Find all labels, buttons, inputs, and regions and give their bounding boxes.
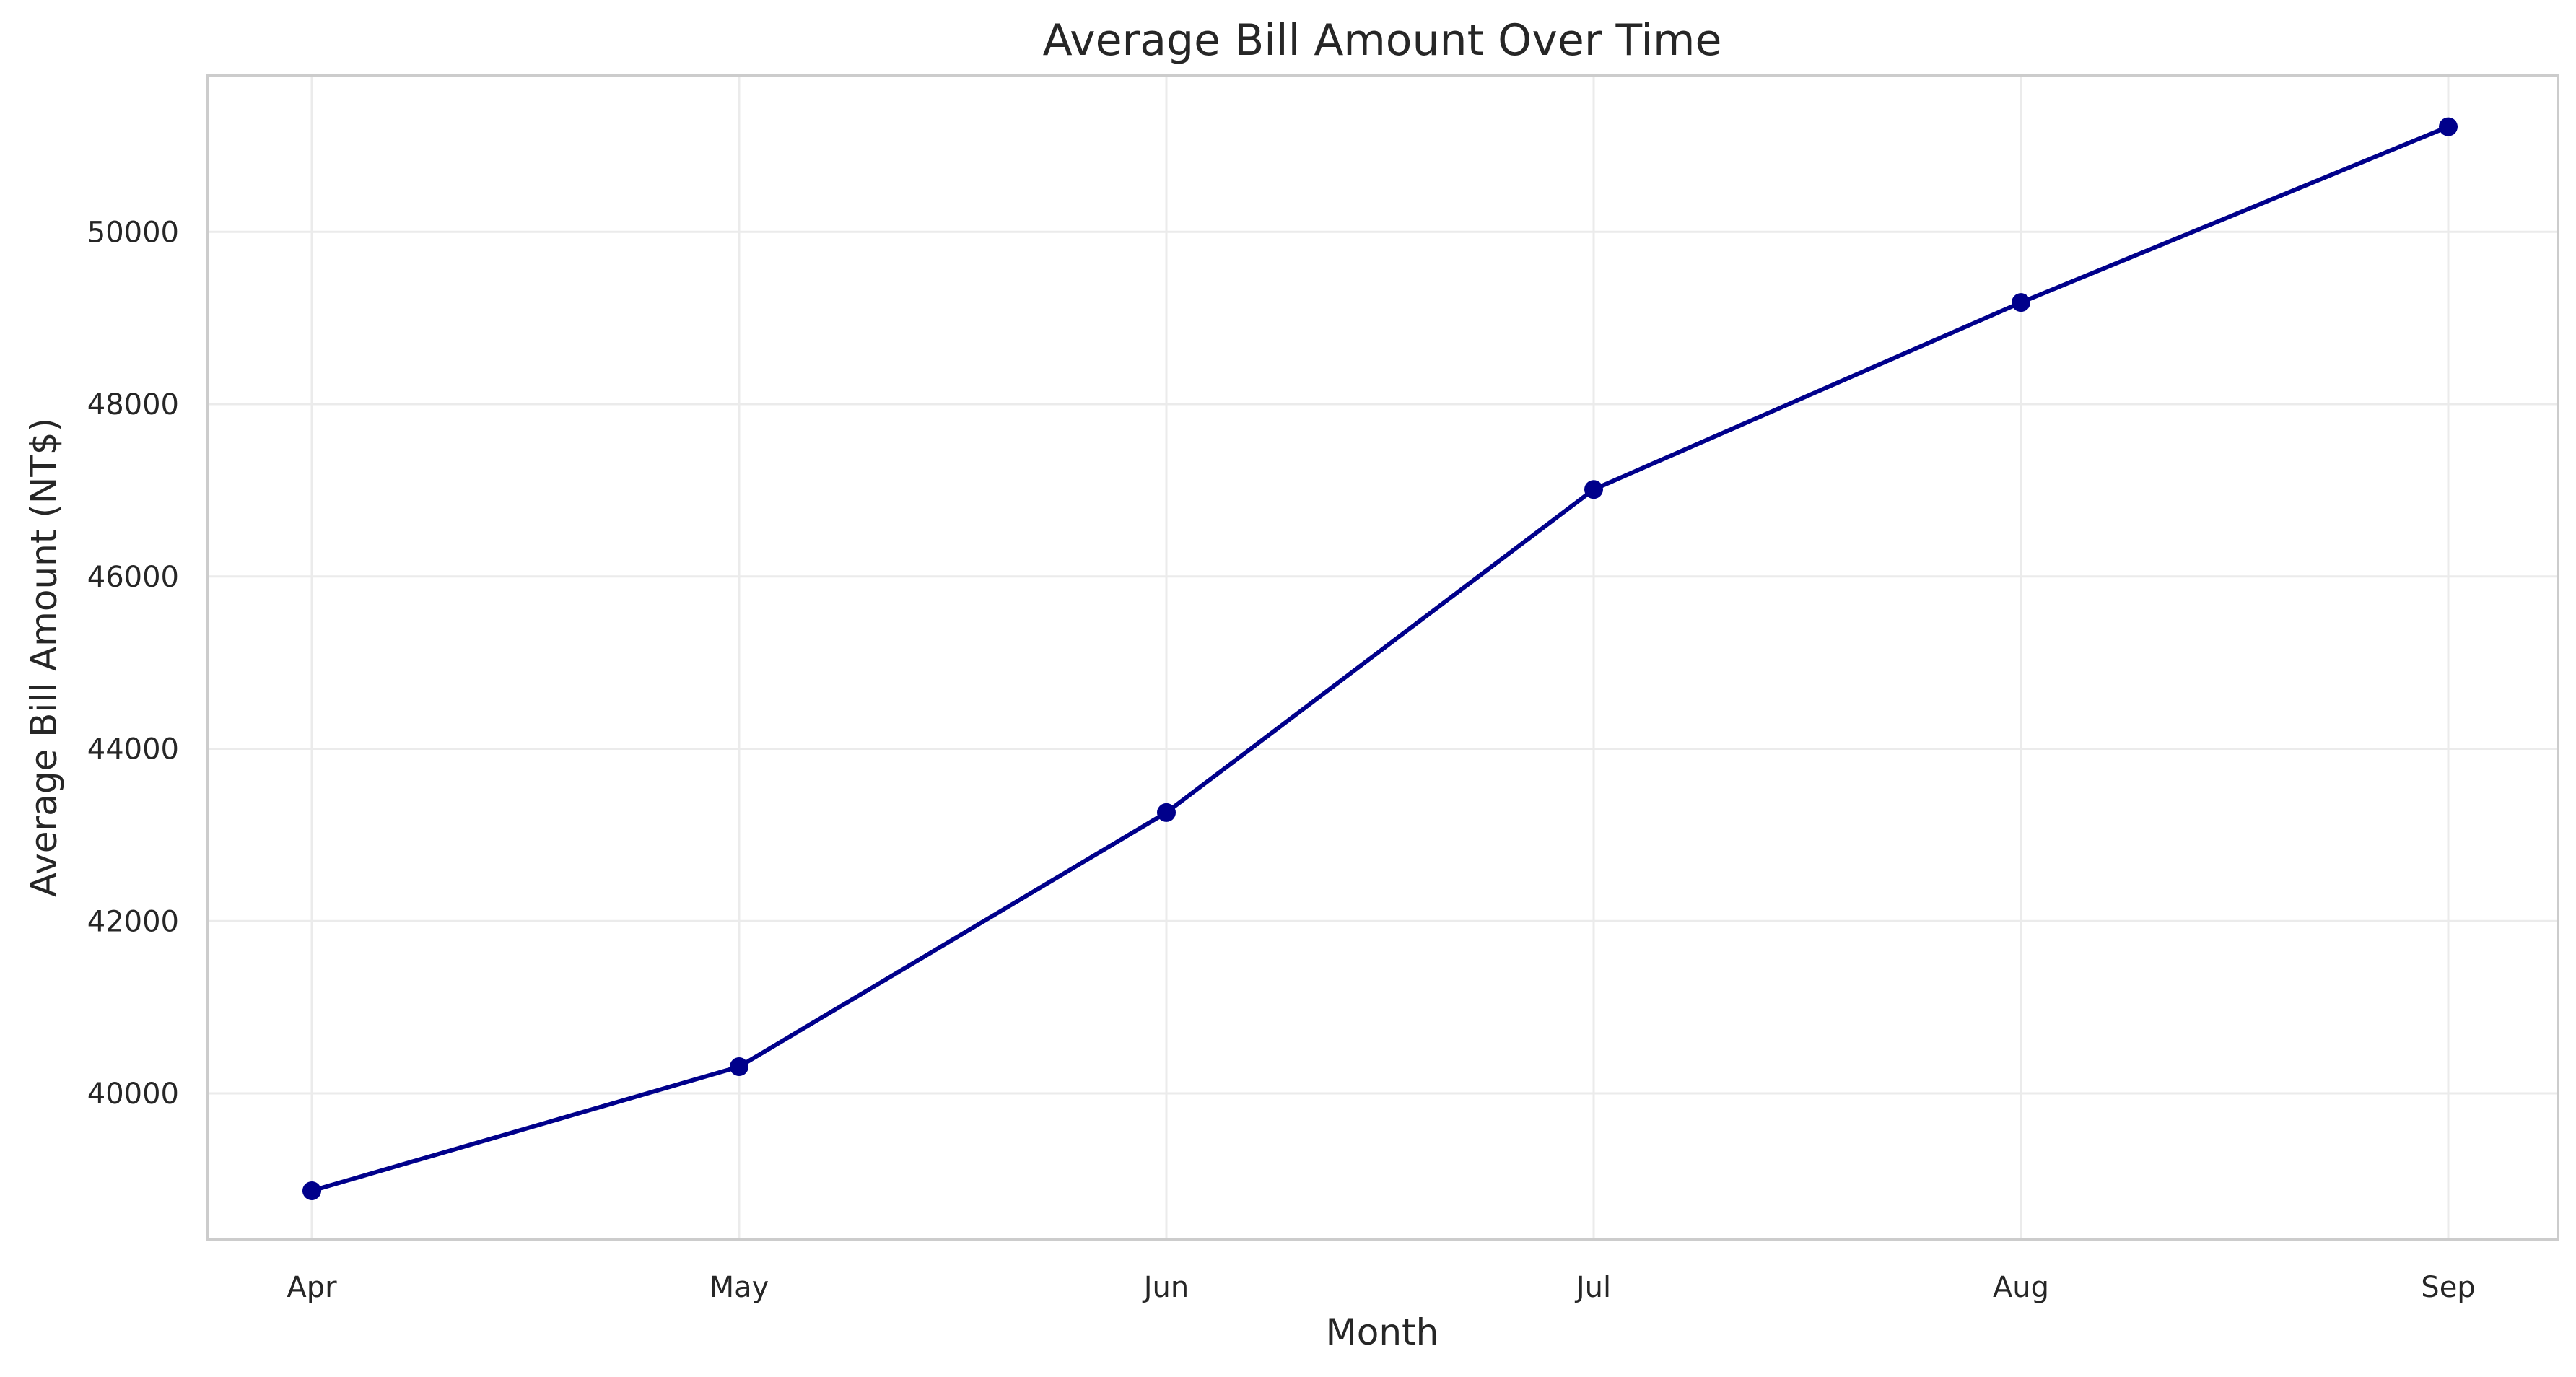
series-line <box>310 124 2450 1193</box>
x-tick-label: Sep <box>2421 1271 2475 1304</box>
x-tick-label: Aug <box>1993 1271 2049 1304</box>
y-tick-label: 46000 <box>87 561 179 594</box>
data-point-jul <box>1584 480 1603 499</box>
y-tick-label: 42000 <box>87 905 179 938</box>
x-tick-label: May <box>710 1271 769 1304</box>
y-axis-label: Average Bill Amount (NT$) <box>23 418 65 897</box>
chart-title: Average Bill Amount Over Time <box>1043 15 1722 66</box>
x-tick-label: Jun <box>1142 1271 1189 1304</box>
data-point-may <box>730 1057 748 1077</box>
y-tick-label: 44000 <box>87 733 179 766</box>
data-point-aug <box>2012 293 2030 312</box>
data-point-jun <box>1157 803 1176 822</box>
y-tick-label: 50000 <box>87 216 179 249</box>
y-tick-label: 48000 <box>87 388 179 421</box>
data-point-apr <box>302 1181 321 1200</box>
plot-area-frame <box>206 74 2559 1241</box>
y-tick-label: 40000 <box>87 1077 179 1111</box>
data-point-sep <box>2439 117 2458 136</box>
series-group <box>302 117 2458 1200</box>
x-tick-label: Jul <box>1574 1271 1611 1304</box>
x-axis-label: Month <box>1326 1311 1439 1353</box>
tick-labels: Apr May Jun Jul Aug Sep 40000 42000 44000 46000 48… <box>87 216 2476 1304</box>
x-tick-label: Apr <box>287 1271 337 1304</box>
grid-lines <box>207 75 2558 1240</box>
